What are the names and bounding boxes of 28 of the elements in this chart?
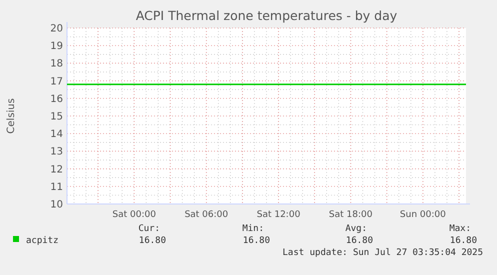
x-tick-label: Sat 06:00 — [184, 210, 228, 220]
legend-label: acpitz — [26, 236, 59, 246]
chart-title: ACPI Thermal zone temperatures - by day — [136, 8, 398, 23]
y-tick-label: 10 — [50, 200, 63, 210]
y-tick-label: 16 — [50, 94, 63, 105]
y-tick-label: 17 — [50, 76, 63, 88]
y-tick-label: 15 — [50, 112, 63, 122]
y-tick-label: 14 — [50, 129, 63, 140]
y-tick-label: 18 — [50, 58, 63, 70]
y-tick-label: 20 — [50, 24, 63, 34]
x-tick-label: Sat 18:00 — [328, 210, 373, 220]
text: Min: — [242, 224, 264, 234]
x-tick-label: Sat 12:00 — [256, 210, 301, 220]
y-tick-label: 13 — [50, 146, 63, 158]
y-tick-label: 12 — [50, 164, 63, 176]
y-tick-label: 11 — [50, 182, 63, 193]
text: Cur: — [138, 224, 160, 234]
y-tick-label: 19 — [50, 41, 63, 52]
y-axis-title: Celsius — [6, 98, 17, 134]
text: Avg: — [345, 224, 367, 234]
text: Max: — [449, 224, 471, 234]
text: 16.80 — [450, 236, 477, 246]
x-tick-label: Sat 00:00 — [112, 210, 156, 220]
x-tick-label: Sun 00:00 — [400, 210, 446, 220]
text: 16.80 — [346, 236, 373, 246]
text: 16.80 — [138, 236, 166, 246]
text: 16.80 — [242, 236, 270, 246]
text: Last update: Sun Jul 27 03:35:04 2025 — [282, 248, 483, 258]
